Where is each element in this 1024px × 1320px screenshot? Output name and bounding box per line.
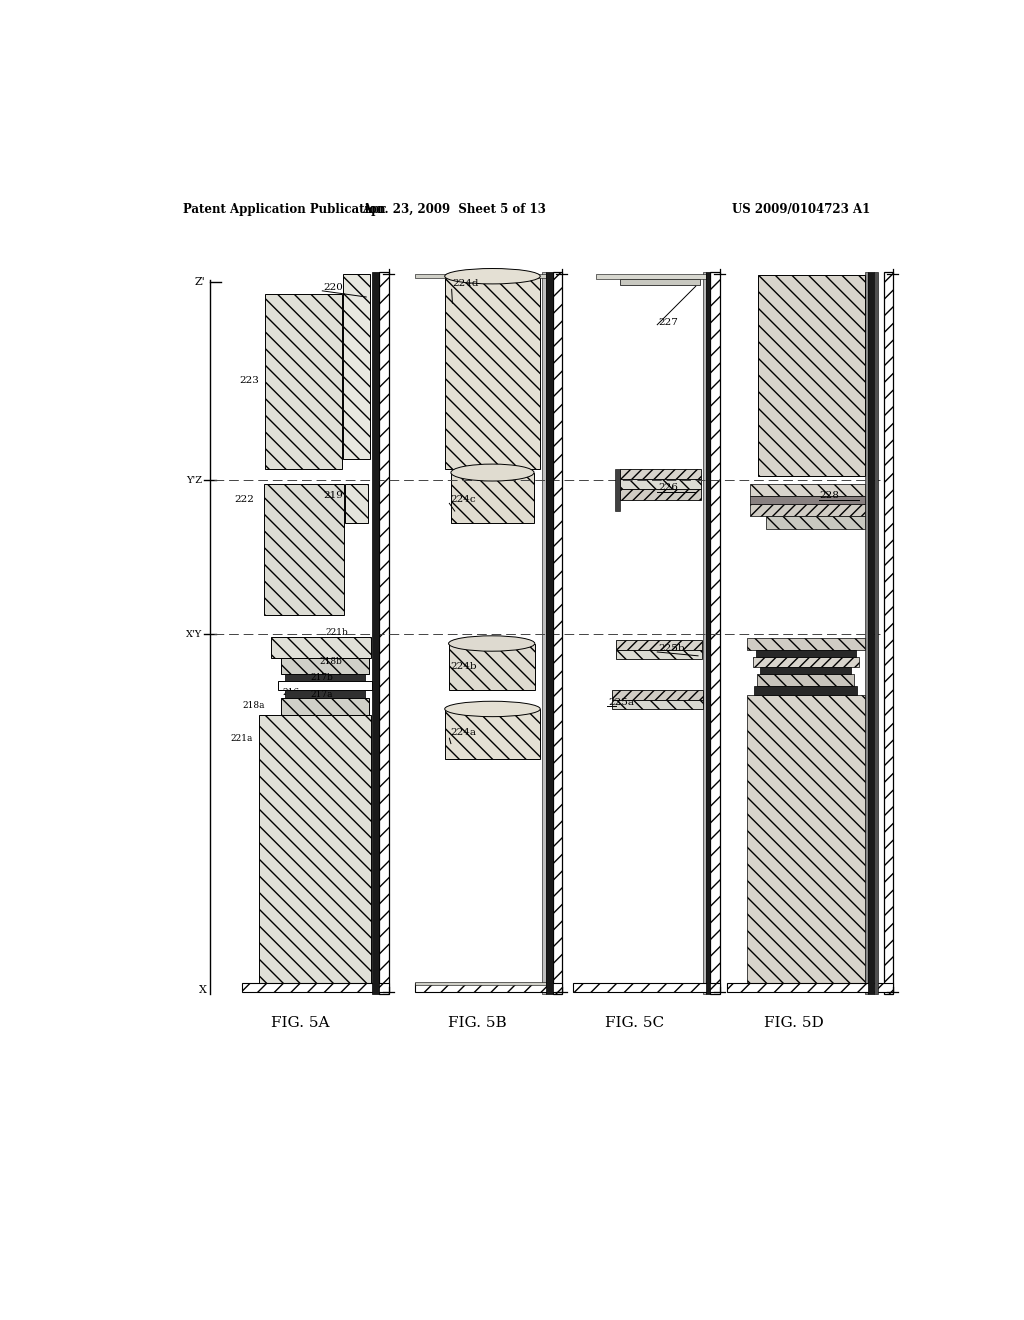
- Bar: [285, 690, 366, 698]
- Bar: [706, 272, 711, 994]
- Bar: [711, 272, 720, 994]
- Text: 224d: 224d: [453, 280, 479, 288]
- Bar: [611, 690, 702, 700]
- Bar: [753, 657, 859, 667]
- Bar: [271, 636, 371, 659]
- Text: FIG. 5D: FIG. 5D: [765, 1016, 824, 1030]
- Text: 227: 227: [658, 318, 678, 327]
- Text: Y'Z: Y'Z: [186, 475, 202, 484]
- Bar: [874, 272, 879, 994]
- Text: 225b: 225b: [658, 644, 685, 652]
- Text: Patent Application Publication: Patent Application Publication: [183, 203, 385, 215]
- Text: FIG. 5C: FIG. 5C: [605, 1016, 665, 1030]
- Ellipse shape: [444, 701, 541, 717]
- Bar: [884, 272, 893, 994]
- Text: Apr. 23, 2009  Sheet 5 of 13: Apr. 23, 2009 Sheet 5 of 13: [362, 203, 546, 215]
- Ellipse shape: [444, 268, 541, 284]
- Bar: [751, 496, 865, 504]
- Text: FIG. 5A: FIG. 5A: [270, 1016, 329, 1030]
- Bar: [281, 698, 370, 715]
- Bar: [264, 484, 344, 615]
- Bar: [573, 983, 720, 993]
- Text: 225a: 225a: [608, 697, 634, 706]
- Bar: [761, 667, 851, 675]
- Bar: [596, 275, 706, 279]
- Text: 216: 216: [282, 688, 299, 697]
- Text: Z': Z': [195, 277, 205, 286]
- Bar: [746, 638, 865, 649]
- Bar: [755, 686, 857, 696]
- Bar: [751, 504, 865, 516]
- Bar: [416, 275, 546, 277]
- Bar: [444, 709, 541, 759]
- Ellipse shape: [451, 465, 535, 480]
- Text: 224b: 224b: [451, 663, 477, 671]
- Bar: [279, 681, 372, 690]
- Bar: [868, 272, 874, 994]
- Bar: [444, 276, 541, 469]
- Text: 224a: 224a: [451, 727, 476, 737]
- Bar: [416, 982, 546, 985]
- Bar: [756, 649, 856, 657]
- Bar: [449, 644, 535, 689]
- Bar: [343, 275, 370, 459]
- Text: 223: 223: [240, 376, 259, 385]
- Bar: [746, 696, 865, 983]
- Bar: [615, 640, 701, 649]
- Bar: [865, 272, 868, 994]
- Text: 218a: 218a: [243, 701, 265, 710]
- Bar: [542, 272, 546, 994]
- Bar: [702, 272, 706, 994]
- Bar: [611, 700, 702, 709]
- Bar: [546, 272, 553, 994]
- Text: X: X: [199, 985, 207, 995]
- Bar: [758, 276, 865, 475]
- Bar: [373, 272, 379, 994]
- Bar: [281, 659, 370, 673]
- Text: FIG. 5B: FIG. 5B: [447, 1016, 507, 1030]
- Text: 228: 228: [819, 491, 840, 500]
- Bar: [285, 673, 366, 681]
- Bar: [620, 479, 701, 488]
- Text: 226: 226: [658, 483, 678, 492]
- Text: 218b: 218b: [319, 657, 342, 667]
- Text: 221a: 221a: [230, 734, 253, 743]
- Bar: [620, 488, 701, 499]
- Bar: [379, 272, 388, 994]
- Bar: [614, 469, 620, 511]
- Ellipse shape: [449, 636, 535, 651]
- Text: 217a: 217a: [310, 690, 333, 698]
- Bar: [615, 649, 701, 659]
- Bar: [265, 294, 342, 469]
- Text: 222: 222: [234, 495, 255, 504]
- Text: 220: 220: [323, 284, 343, 292]
- Bar: [451, 473, 535, 523]
- Bar: [751, 484, 865, 496]
- Bar: [553, 272, 562, 994]
- Bar: [416, 983, 562, 993]
- Bar: [259, 715, 371, 985]
- Bar: [620, 469, 701, 479]
- Text: X'Y: X'Y: [186, 630, 202, 639]
- Bar: [345, 484, 369, 523]
- Bar: [766, 516, 865, 529]
- Text: 224c: 224c: [451, 495, 476, 504]
- Text: 221b: 221b: [326, 628, 348, 638]
- Bar: [727, 983, 893, 993]
- Bar: [243, 983, 388, 993]
- Text: US 2009/0104723 A1: US 2009/0104723 A1: [731, 203, 869, 215]
- Bar: [758, 675, 854, 686]
- Bar: [620, 279, 699, 285]
- Text: 217b: 217b: [310, 673, 333, 682]
- Text: 219: 219: [323, 491, 343, 500]
